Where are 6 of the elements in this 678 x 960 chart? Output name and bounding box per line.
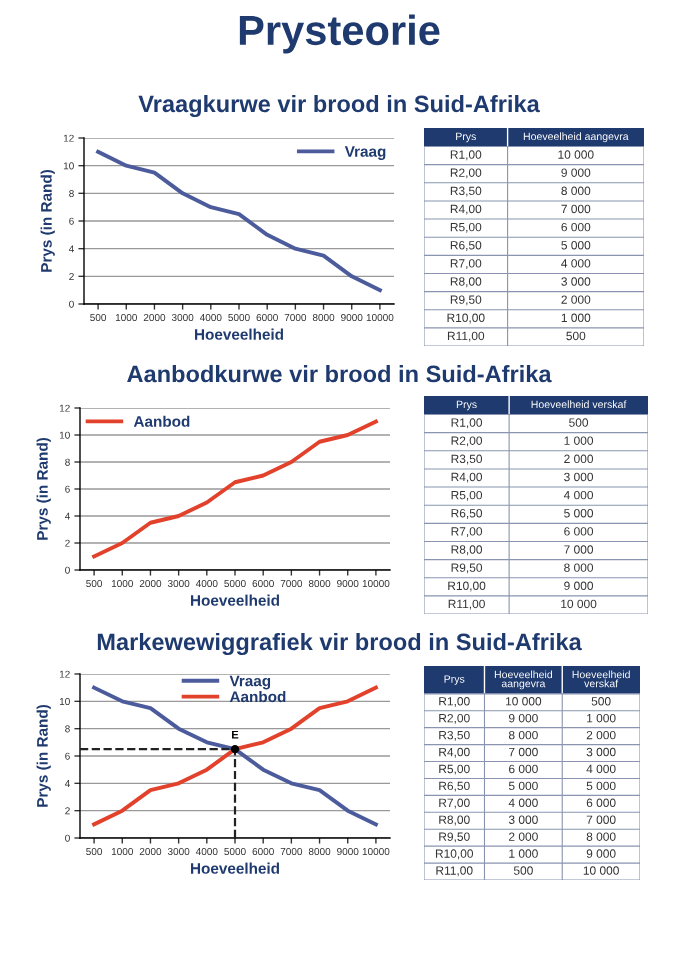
chart-title: Vraagkurwe vir brood in Suid-Afrika <box>138 94 540 118</box>
line-series <box>92 419 378 559</box>
text: Prysteorie <box>239 14 440 54</box>
line-series <box>96 149 382 293</box>
chart-title: Aanbodkurwe vir brood in Suid-Afrika <box>127 364 552 383</box>
chart-title: Markewewiggrafiek vir brood in Suid-Afrika <box>97 632 582 656</box>
